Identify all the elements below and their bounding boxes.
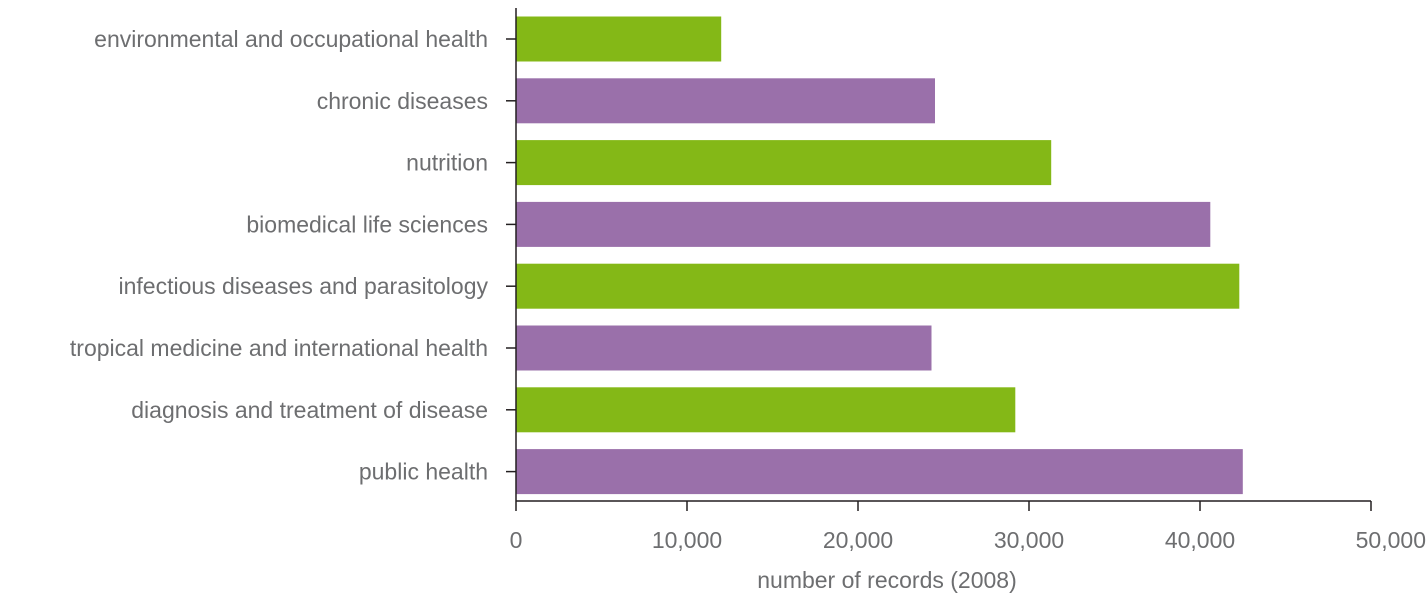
- bar-2: [516, 78, 935, 124]
- category-label: environmental and occupational health: [94, 26, 488, 52]
- category-label: public health: [359, 459, 488, 485]
- bar-5: [516, 263, 1240, 309]
- category-label: infectious diseases and parasitology: [118, 273, 488, 299]
- x-tick-label: 40,000: [1165, 527, 1235, 553]
- category-label: tropical medicine and international heal…: [70, 335, 488, 361]
- x-tick-label: 10,000: [652, 527, 722, 553]
- bar-4: [516, 201, 1211, 247]
- category-label: chronic diseases: [317, 88, 488, 114]
- x-ticks: 0 10,000 20,000 30,000 40,000 50,000: [510, 501, 1426, 553]
- x-axis-title: number of records (2008): [757, 567, 1017, 593]
- bar-7: [516, 387, 1016, 433]
- bar-3: [516, 140, 1052, 186]
- x-tick-label: 0: [510, 527, 523, 553]
- bar-1: [516, 16, 722, 62]
- x-tick-label: 30,000: [994, 527, 1064, 553]
- x-tick-label: 50,000: [1356, 527, 1426, 553]
- category-label: biomedical life sciences: [246, 211, 488, 237]
- axes: [506, 8, 1371, 502]
- category-label: diagnosis and treatment of disease: [131, 397, 488, 423]
- bar-8: [516, 449, 1243, 495]
- x-tick-label: 20,000: [823, 527, 893, 553]
- category-labels: environmental and occupational health chr…: [70, 26, 489, 485]
- bars: [516, 16, 1243, 495]
- category-label: nutrition: [406, 150, 488, 176]
- bar-6: [516, 325, 932, 371]
